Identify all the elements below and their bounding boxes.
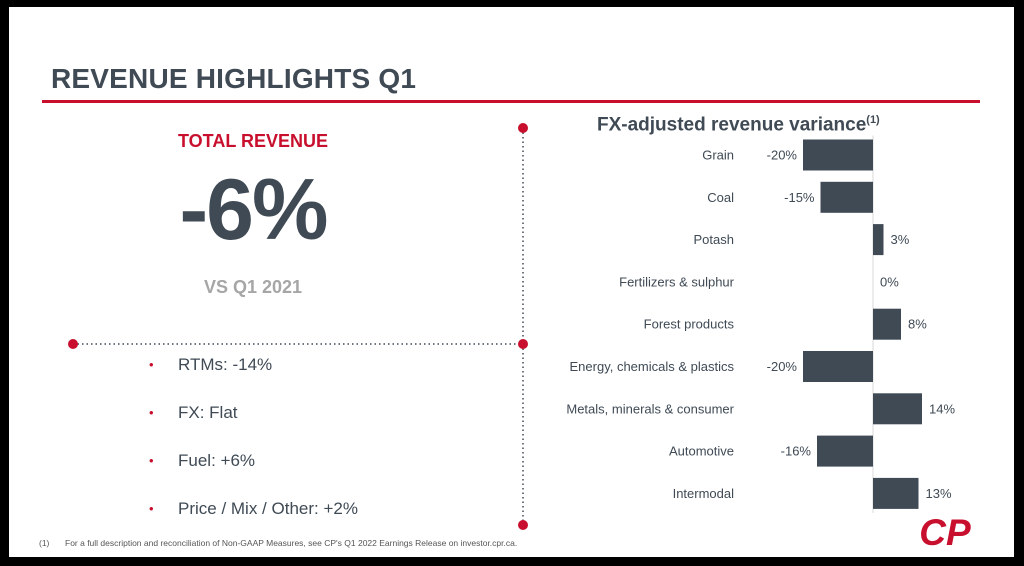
- divider-dot-bottom: [518, 520, 528, 530]
- category-label: Automotive: [669, 444, 734, 459]
- bar: [873, 393, 922, 425]
- data-label: 8%: [908, 317, 927, 332]
- bullet-marker: •: [149, 405, 154, 420]
- data-label: -15%: [784, 190, 815, 205]
- footnote-number: (1): [39, 538, 50, 548]
- category-label: Fertilizers & sulphur: [619, 274, 735, 289]
- bar: [873, 477, 919, 509]
- driver-text: Fuel: +6%: [178, 451, 256, 470]
- footnote-text: For a full description and reconciliatio…: [65, 538, 518, 548]
- bullet-marker: •: [149, 453, 154, 468]
- chart-title: FX-adjusted revenue variance(1): [597, 114, 880, 136]
- title-underline: [42, 100, 980, 103]
- kpi-comparison: VS Q1 2021: [203, 277, 303, 297]
- category-label: Coal: [707, 190, 734, 205]
- bar: [873, 308, 901, 340]
- category-label: Grain: [702, 148, 734, 163]
- category-label: Potash: [694, 232, 734, 247]
- category-label: Forest products: [644, 317, 735, 332]
- cp-logo-mark: CP: [919, 512, 971, 553]
- chart-title-text: FX-adjusted revenue variance: [597, 114, 867, 136]
- bar: [817, 435, 873, 467]
- driver-text: Price / Mix / Other: +2%: [178, 499, 358, 518]
- driver-text: FX: Flat: [178, 403, 238, 422]
- kpi-label: TOTAL REVENUE: [177, 131, 329, 151]
- divider-dot-middle: [518, 339, 528, 349]
- bar: [803, 351, 873, 382]
- bar: [820, 181, 873, 213]
- cp-logo: CP: [906, 512, 984, 553]
- driver-text: RTMs: -14%: [178, 355, 273, 374]
- category-label: Energy, chemicals & plastics: [570, 359, 735, 374]
- bullet-marker: •: [149, 357, 154, 372]
- data-label: 3%: [891, 232, 910, 247]
- bullet-marker: •: [149, 501, 154, 516]
- chart-title-footnote-ref: (1): [866, 114, 880, 126]
- bar: [873, 224, 884, 256]
- divider-dot-left: [68, 339, 78, 349]
- data-label: 13%: [926, 486, 952, 501]
- revenue-variance-chart: Grain -20% Coal -15% Potash 3% Fertilizers & s…: [566, 135, 955, 513]
- slide: REVENUE HIGHLIGHTS Q1 TOTAL REVENUE -6% …: [9, 7, 1014, 557]
- data-label: 14%: [929, 401, 955, 416]
- data-label: -20%: [767, 148, 798, 163]
- divider-lines: [68, 123, 528, 530]
- kpi-value: -6%: [179, 162, 329, 258]
- bar: [803, 139, 873, 171]
- category-label: Intermodal: [673, 486, 735, 501]
- slide-title: REVENUE HIGHLIGHTS Q1: [51, 63, 417, 94]
- category-label: Metals, minerals & consumer: [566, 401, 734, 416]
- divider-dot-top: [518, 123, 528, 133]
- data-label: -16%: [781, 444, 812, 459]
- footnote: (1) For a full description and reconcilia…: [39, 538, 517, 548]
- data-label: 0%: [880, 274, 899, 289]
- data-label: -20%: [767, 359, 798, 374]
- cp-logo-text: CP: [919, 514, 971, 550]
